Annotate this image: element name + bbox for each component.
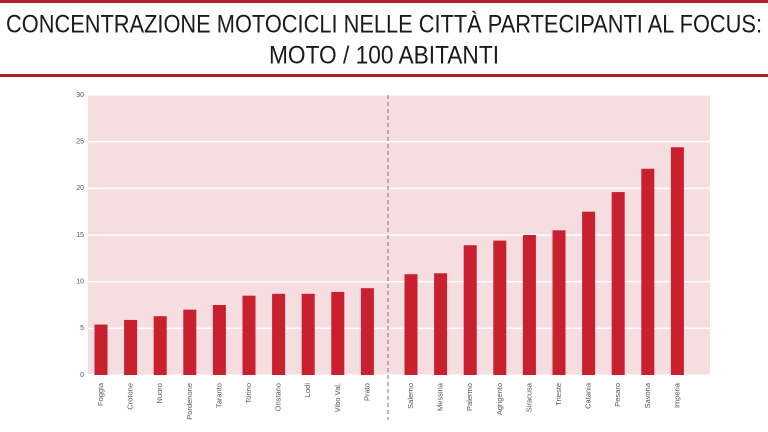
y-tick-label: 20 (76, 185, 84, 192)
bar (582, 211, 596, 375)
bar (404, 274, 418, 375)
x-tick-label: Crotone (126, 383, 135, 410)
x-tick-label: Salerno (406, 383, 415, 409)
bar (360, 288, 374, 375)
bar (272, 293, 286, 375)
y-tick-label: 30 (76, 92, 84, 99)
title-rule (0, 74, 768, 77)
x-tick-label: Torino (244, 383, 253, 403)
chart-title: CONCENTRAZIONE MOTOCICLI NELLE CITTÀ PAR… (6, 10, 762, 39)
x-tick-label: Nuoro (155, 383, 164, 403)
x-tick-label: Vibo Val. (333, 383, 342, 412)
top-rule (0, 0, 768, 3)
bar (331, 291, 345, 375)
y-tick-label: 15 (76, 232, 84, 239)
x-tick-label: Agrigento (495, 383, 504, 415)
bar (522, 235, 536, 375)
x-tick-label: Oristano (274, 383, 283, 411)
bar (301, 293, 315, 375)
x-tick-label: Savona (643, 382, 652, 408)
x-tick-label: Lodi (303, 383, 312, 398)
bar (242, 295, 256, 375)
x-tick-label: Catania (584, 382, 593, 409)
x-tick-label: Pordenone (185, 383, 194, 420)
x-tick-label: Prato (362, 383, 371, 401)
bar (552, 230, 566, 375)
x-tick-label: Pesaro (613, 383, 622, 407)
bar (493, 240, 507, 375)
bar (670, 147, 684, 375)
y-tick-label: 5 (80, 325, 84, 332)
x-tick-label: Imperia (672, 382, 681, 408)
bar (434, 273, 448, 375)
bar (611, 192, 625, 375)
x-tick-label: Trieste (554, 383, 563, 406)
bar (124, 319, 138, 375)
x-tick-label: Messina (436, 382, 445, 411)
y-tick-label: 10 (76, 279, 84, 286)
y-tick-label: 25 (76, 139, 84, 146)
bar (212, 305, 226, 375)
chart-title: MOTO / 100 ABITANTI (269, 42, 499, 70)
x-tick-label: Palermo (465, 383, 474, 411)
bar (641, 168, 655, 375)
bar (463, 245, 477, 375)
bar (94, 324, 108, 375)
x-tick-label: Taranto (214, 383, 223, 408)
bar (183, 309, 197, 375)
y-tick-label: 0 (80, 372, 84, 379)
x-tick-label: Foggia (96, 382, 105, 406)
x-tick-label: Siracusa (524, 382, 533, 412)
bar (153, 316, 167, 375)
